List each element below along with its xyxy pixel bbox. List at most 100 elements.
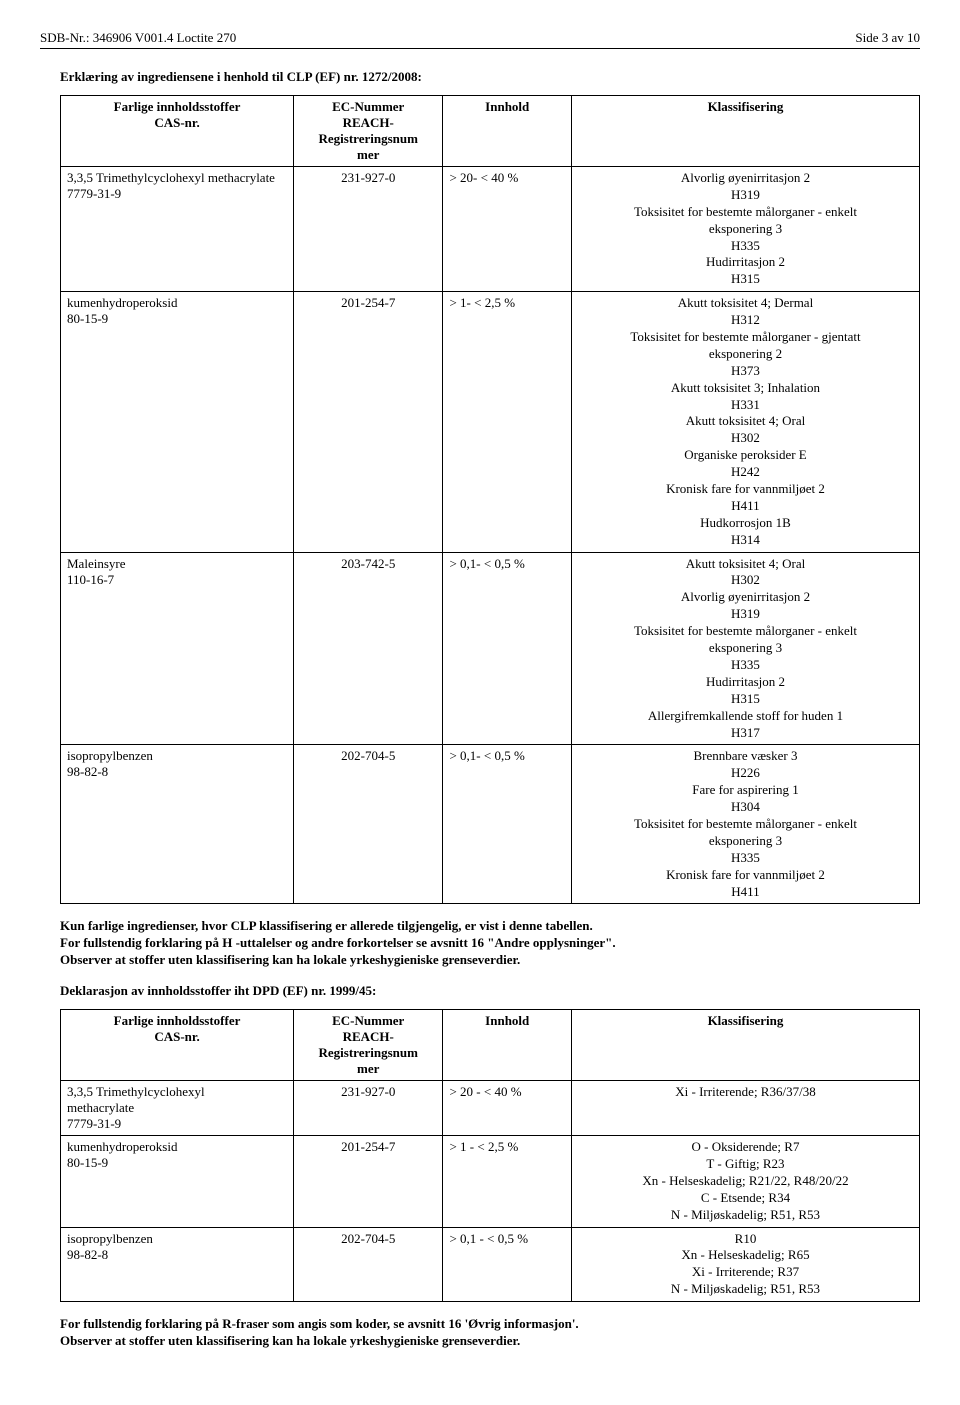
cell-ec: 202-704-5	[294, 1227, 443, 1302]
col-klass: Klassifisering	[571, 1010, 919, 1081]
klass-line: H304	[578, 799, 913, 816]
klass-line: Xn - Helseskadelig; R65	[578, 1247, 913, 1264]
stoff-cas: 80-15-9	[67, 311, 287, 327]
cell-innhold: > 0,1- < 0,5 %	[443, 552, 572, 745]
cell-klass: Xi - Irriterende; R36/37/38	[571, 1081, 919, 1136]
col-stoffer: Farlige innholdsstoffer CAS-nr.	[61, 96, 294, 167]
col-header-line: CAS-nr.	[67, 1029, 287, 1045]
klass-line: H314	[578, 532, 913, 549]
klass-line: R10	[578, 1231, 913, 1248]
table-row: isopropylbenzen98-82-8202-704-5> 0,1- < …	[61, 745, 920, 904]
stoff-line: isopropylbenzen	[67, 1231, 287, 1247]
klass-line: H315	[578, 691, 913, 708]
klass-line: H226	[578, 765, 913, 782]
stoff-name: isopropylbenzen	[67, 748, 287, 764]
bottom-line: For fullstendig forklaring på R-fraser s…	[60, 1316, 920, 1333]
klass-line: H315	[578, 271, 913, 288]
section1-title: Erklæring av ingrediensene i henhold til…	[60, 69, 920, 85]
cell-ec: 202-704-5	[294, 745, 443, 904]
table-row: 3,3,5 Trimethylcyclohexyl methacrylate77…	[61, 167, 920, 292]
klass-line: Alvorlig øyenirritasjon 2	[578, 589, 913, 606]
klass-line: Hudirritasjon 2	[578, 254, 913, 271]
cell-klass: Alvorlig øyenirritasjon 2H319Toksisitet …	[571, 167, 919, 292]
cell-ec: 231-927-0	[294, 167, 443, 292]
klass-line: Hudkorrosjon 1B	[578, 515, 913, 532]
mid-line: Observer at stoffer uten klassifisering …	[60, 952, 920, 969]
col-header-line: EC-Nummer	[300, 99, 436, 115]
col-header-line: EC-Nummer	[300, 1013, 436, 1029]
klass-line: H335	[578, 850, 913, 867]
mid-line: For fullstendig forklaring på H -uttalel…	[60, 935, 920, 952]
dpd-table: Farlige innholdsstoffer CAS-nr. EC-Numme…	[60, 1009, 920, 1302]
klass-line: O - Oksiderende; R7	[578, 1139, 913, 1156]
stoff-name: 3,3,5 Trimethylcyclohexyl methacrylate	[67, 170, 287, 186]
table-row: Maleinsyre110-16-7203-742-5> 0,1- < 0,5 …	[61, 552, 920, 745]
header-right: Side 3 av 10	[855, 30, 920, 46]
col-stoffer: Farlige innholdsstoffer CAS-nr.	[61, 1010, 294, 1081]
klass-line: Toksisitet for bestemte målorganer - enk…	[578, 623, 913, 640]
klass-line: H312	[578, 312, 913, 329]
table-row: isopropylbenzen98-82-8202-704-5> 0,1 - <…	[61, 1227, 920, 1302]
cell-klass: Akutt toksisitet 4; OralH302Alvorlig øye…	[571, 552, 919, 745]
cell-innhold: > 0,1 - < 0,5 %	[443, 1227, 572, 1302]
klass-line: Akutt toksisitet 4; Oral	[578, 413, 913, 430]
col-header-line: mer	[300, 1061, 436, 1077]
cell-ec: 231-927-0	[294, 1081, 443, 1136]
klass-line: H302	[578, 430, 913, 447]
klass-line: Hudirritasjon 2	[578, 674, 913, 691]
klass-line: Xi - Irriterende; R36/37/38	[578, 1084, 913, 1101]
table-row: kumenhydroperoksid80-15-9201-254-7> 1 - …	[61, 1136, 920, 1227]
klass-line: H411	[578, 884, 913, 901]
cell-innhold: > 1- < 2,5 %	[443, 292, 572, 552]
cell-stoff: isopropylbenzen98-82-8	[61, 1227, 294, 1302]
cell-stoff: Maleinsyre110-16-7	[61, 552, 294, 745]
col-klass: Klassifisering	[571, 96, 919, 167]
klass-line: Xn - Helseskadelig; R21/22, R48/20/22	[578, 1173, 913, 1190]
col-ec: EC-Nummer REACH- Registreringsnum mer	[294, 96, 443, 167]
klass-line: Allergifremkallende stoff for huden 1	[578, 708, 913, 725]
table-row: 3,3,5 Trimethylcyclohexylmethacrylate777…	[61, 1081, 920, 1136]
cell-klass: Brennbare væsker 3H226Fare for aspirerin…	[571, 745, 919, 904]
col-header-line: Registreringsnum	[300, 131, 436, 147]
cell-stoff: 3,3,5 Trimethylcyclohexyl methacrylate77…	[61, 167, 294, 292]
klass-line: Akutt toksisitet 3; Inhalation	[578, 380, 913, 397]
klass-line: Kronisk fare for vannmiljøet 2	[578, 481, 913, 498]
table-header-row: Farlige innholdsstoffer CAS-nr. EC-Numme…	[61, 96, 920, 167]
klass-line: Toksisitet for bestemte målorganer - enk…	[578, 816, 913, 833]
cell-innhold: > 0,1- < 0,5 %	[443, 745, 572, 904]
klass-line: eksponering 3	[578, 833, 913, 850]
stoff-line: methacrylate	[67, 1100, 287, 1116]
header-left: SDB-Nr.: 346906 V001.4 Loctite 270	[40, 30, 236, 46]
klass-line: N - Miljøskadelig; R51, R53	[578, 1207, 913, 1224]
cell-stoff: kumenhydroperoksid80-15-9	[61, 292, 294, 552]
klass-line: H302	[578, 572, 913, 589]
klass-line: Akutt toksisitet 4; Oral	[578, 556, 913, 573]
cell-innhold: > 20- < 40 %	[443, 167, 572, 292]
klass-line: H411	[578, 498, 913, 515]
klass-line: eksponering 2	[578, 346, 913, 363]
klass-line: Xi - Irriterende; R37	[578, 1264, 913, 1281]
cell-ec: 201-254-7	[294, 292, 443, 552]
klass-line: Toksisitet for bestemte målorganer - gje…	[578, 329, 913, 346]
stoff-line: kumenhydroperoksid	[67, 1139, 287, 1155]
klass-line: Alvorlig øyenirritasjon 2	[578, 170, 913, 187]
klass-line: Fare for aspirering 1	[578, 782, 913, 799]
stoff-name: kumenhydroperoksid	[67, 295, 287, 311]
section2-title: Deklarasjon av innholdsstoffer iht DPD (…	[60, 983, 920, 999]
cell-stoff: isopropylbenzen98-82-8	[61, 745, 294, 904]
klass-line: eksponering 3	[578, 221, 913, 238]
col-header-line: REACH-	[300, 1029, 436, 1045]
klass-line: T - Giftig; R23	[578, 1156, 913, 1173]
col-header-line: REACH-	[300, 115, 436, 131]
bottom-line: Observer at stoffer uten klassifisering …	[60, 1333, 920, 1350]
mid-line: Kun farlige ingredienser, hvor CLP klass…	[60, 918, 920, 935]
col-header-line: Farlige innholdsstoffer	[67, 99, 287, 115]
col-header-line: CAS-nr.	[67, 115, 287, 131]
page-header: SDB-Nr.: 346906 V001.4 Loctite 270 Side …	[40, 30, 920, 49]
bottom-paragraph: For fullstendig forklaring på R-fraser s…	[60, 1316, 920, 1350]
cell-klass: O - Oksiderende; R7T - Giftig; R23Xn - H…	[571, 1136, 919, 1227]
klass-line: H319	[578, 187, 913, 204]
klass-line: Kronisk fare for vannmiljøet 2	[578, 867, 913, 884]
col-header-line: Registreringsnum	[300, 1045, 436, 1061]
col-innhold: Innhold	[443, 1010, 572, 1081]
